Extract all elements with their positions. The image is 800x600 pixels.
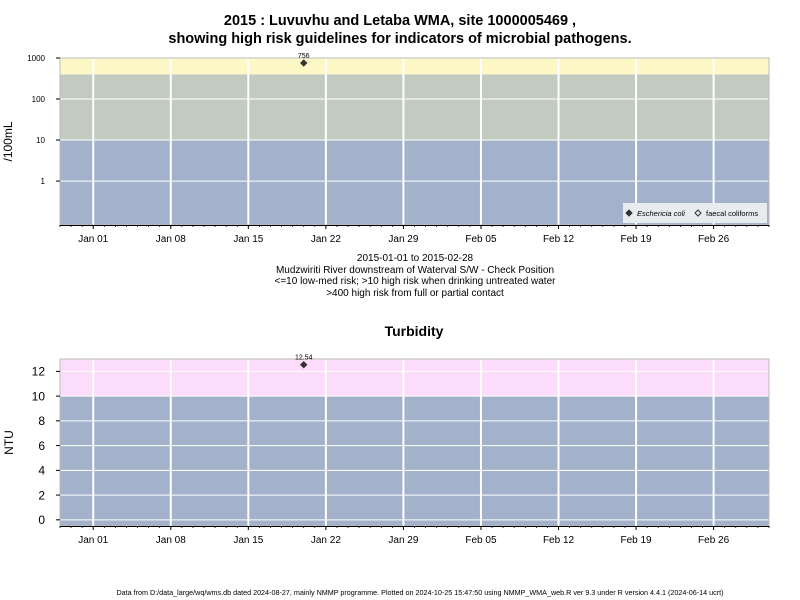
caption-date-range: 2015-01-01 to 2015-02-28 xyxy=(356,253,474,264)
micro-point-s0-0 xyxy=(300,59,308,67)
micro-legend-label-1: faecal coliforms xyxy=(706,209,758,218)
micro-x-tick-label-5: Feb 05 xyxy=(465,234,497,245)
microbial-plot: Jan 01 Jan 08 Jan 15 Jan 22 Jan 29 Feb 05 Feb … xyxy=(1,53,770,245)
micro-y-tick-label-3: 1000 xyxy=(27,54,45,63)
caption-site-description: Mudzwiriti River downstream of Waterval … xyxy=(275,264,555,276)
micro-y-tick-label-0: 1 xyxy=(41,177,46,186)
micro-x-tick-label-1: Jan 08 xyxy=(156,234,186,245)
caption-guideline-line2: >400 high risk from full or partial cont… xyxy=(326,287,504,299)
micro-band-2 xyxy=(60,58,769,75)
caption-block: 2015-01-01 to 2015-02-28 Mudzwiriti Rive… xyxy=(0,253,800,299)
micro-y-tick-label-2: 100 xyxy=(32,95,46,104)
micro-legend-label-0: Eschericia coli xyxy=(637,209,685,218)
micro-x-tick-label-7: Feb 19 xyxy=(620,234,652,245)
micro-x-tick-label-2: Jan 15 xyxy=(233,234,263,245)
micro-y-axis-label: /100mL xyxy=(1,121,15,161)
micro-x-tick-label-6: Feb 12 xyxy=(543,234,575,245)
micro-legend-marker-0 xyxy=(625,209,633,217)
micro-point-label-s0-0: 756 xyxy=(298,53,310,60)
micro-x-tick-label-8: Feb 26 xyxy=(698,234,730,245)
micro-x-tick-label-0: Jan 01 xyxy=(78,234,108,245)
chart-title-line1: 2015 : Luvuvhu and Letaba WMA, site 1000… xyxy=(223,13,577,29)
micro-x-tick-label-3: Jan 22 xyxy=(311,234,341,245)
footer-note: Data from D:/data_large/wq/wms.db dated … xyxy=(116,588,724,597)
chart-title-line2: showing high risk guidelines for indicat… xyxy=(168,31,632,47)
caption-guideline-line1: <=10 low-med risk; >10 high risk when dr… xyxy=(274,276,556,287)
micro-y-tick-label-1: 10 xyxy=(36,136,45,145)
micro-legend-marker-1 xyxy=(694,209,702,217)
turbidity-title: Turbidity xyxy=(384,323,444,339)
micro-x-tick-label-4: Jan 29 xyxy=(388,234,418,245)
micro-band-1 xyxy=(60,74,769,141)
